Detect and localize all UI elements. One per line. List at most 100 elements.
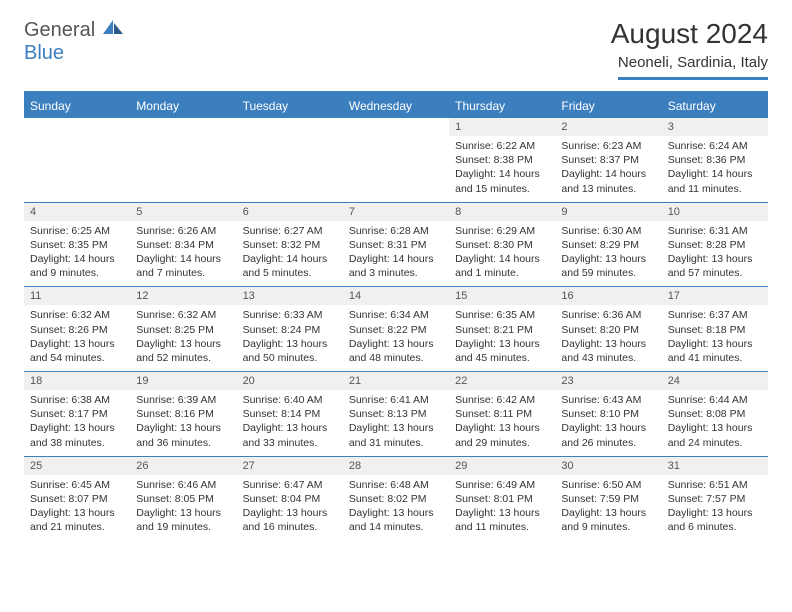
sunrise-text: Sunrise: 6:42 AM	[455, 393, 549, 407]
sunset-text: Sunset: 8:30 PM	[455, 238, 549, 252]
day-number: 31	[662, 456, 768, 475]
daylight-text: Daylight: 13 hours and 26 minutes.	[561, 421, 655, 449]
calendar-day-cell: 2Sunrise: 6:23 AMSunset: 8:37 PMDaylight…	[555, 118, 661, 202]
day-number: 3	[662, 118, 768, 136]
calendar-day-cell: 1Sunrise: 6:22 AMSunset: 8:38 PMDaylight…	[449, 118, 555, 202]
calendar-day-cell: 10Sunrise: 6:31 AMSunset: 8:28 PMDayligh…	[662, 202, 768, 287]
daylight-text: Daylight: 13 hours and 14 minutes.	[349, 506, 443, 534]
day-body: Sunrise: 6:50 AMSunset: 7:59 PMDaylight:…	[555, 475, 661, 541]
day-number: 19	[130, 371, 236, 390]
day-body: Sunrise: 6:37 AMSunset: 8:18 PMDaylight:…	[662, 305, 768, 371]
sunset-text: Sunset: 7:59 PM	[561, 492, 655, 506]
day-body: Sunrise: 6:49 AMSunset: 8:01 PMDaylight:…	[449, 475, 555, 541]
day-number: 15	[449, 286, 555, 305]
sunrise-text: Sunrise: 6:45 AM	[30, 478, 124, 492]
daylight-text: Daylight: 13 hours and 36 minutes.	[136, 421, 230, 449]
daylight-text: Daylight: 14 hours and 11 minutes.	[668, 167, 762, 195]
calendar-day-cell: 13 Sunrise: 6:33 AMSunset: 8:24 PMDayligh…	[237, 286, 343, 371]
day-body: Sunrise: 6:40 AMSunset: 8:14 PMDaylight:…	[237, 390, 343, 456]
logo-text-general: General	[24, 19, 95, 41]
weekday-header-row: Sunday Monday Tuesday Wednesday Thursday…	[24, 94, 768, 118]
sunrise-text: Sunrise: 6:41 AM	[349, 393, 443, 407]
day-body: Sunrise: 6:39 AMSunset: 8:16 PMDaylight:…	[130, 390, 236, 456]
day-number: 6	[237, 202, 343, 221]
calendar-day-cell: 27Sunrise: 6:47 AMSunset: 8:04 PMDayligh…	[237, 456, 343, 541]
sunset-text: Sunset: 8:24 PM	[243, 323, 337, 337]
sunrise-text: Sunrise: 6:22 AM	[455, 139, 549, 153]
daylight-text: Daylight: 14 hours and 13 minutes.	[561, 167, 655, 195]
calendar-page: General Blue August 2024 Neoneli, Sardin…	[0, 0, 792, 552]
sunset-text: Sunset: 8:01 PM	[455, 492, 549, 506]
sunset-text: Sunset: 8:16 PM	[136, 407, 230, 421]
weekday-header: Tuesday	[237, 94, 343, 118]
day-number: 24	[662, 371, 768, 390]
weekday-header: Sunday	[24, 94, 130, 118]
day-body: Sunrise: 6:47 AMSunset: 8:04 PMDaylight:…	[237, 475, 343, 541]
sunset-text: Sunset: 8:22 PM	[349, 323, 443, 337]
daylight-text: Daylight: 13 hours and 59 minutes.	[561, 252, 655, 280]
calendar-day-cell: 25Sunrise: 6:45 AMSunset: 8:07 PMDayligh…	[24, 456, 130, 541]
day-body: Sunrise: 6:46 AMSunset: 8:05 PMDaylight:…	[130, 475, 236, 541]
calendar-week-row: 25Sunrise: 6:45 AMSunset: 8:07 PMDayligh…	[24, 456, 768, 541]
daylight-text: Daylight: 13 hours and 50 minutes.	[243, 337, 337, 365]
sunrise-text: Sunrise: 6:26 AM	[136, 224, 230, 238]
day-number: 12	[130, 286, 236, 305]
daylight-text: Daylight: 14 hours and 1 minute.	[455, 252, 549, 280]
sail-icon	[101, 18, 125, 36]
sunrise-text: Sunrise: 6:32 AM	[136, 308, 230, 322]
day-number: 10	[662, 202, 768, 221]
sunrise-text: Sunrise: 6:46 AM	[136, 478, 230, 492]
calendar-day-cell: 19Sunrise: 6:39 AMSunset: 8:16 PMDayligh…	[130, 371, 236, 456]
sunrise-text: Sunrise: 6:32 AM	[30, 308, 124, 322]
calendar-day-cell: 8Sunrise: 6:29 AMSunset: 8:30 PMDaylight…	[449, 202, 555, 287]
day-body: Sunrise: 6:24 AMSunset: 8:36 PMDaylight:…	[662, 136, 768, 202]
calendar-day-cell	[237, 118, 343, 202]
sunrise-text: Sunrise: 6:48 AM	[349, 478, 443, 492]
day-body	[24, 124, 130, 182]
calendar-week-row: 11Sunrise: 6:32 AMSunset: 8:26 PMDayligh…	[24, 286, 768, 371]
calendar-week-row: 1Sunrise: 6:22 AMSunset: 8:38 PMDaylight…	[24, 118, 768, 202]
calendar-day-cell: 9Sunrise: 6:30 AMSunset: 8:29 PMDaylight…	[555, 202, 661, 287]
brand-logo: General Blue	[24, 18, 125, 65]
day-body: Sunrise: 6:35 AMSunset: 8:21 PMDaylight:…	[449, 305, 555, 371]
daylight-text: Daylight: 13 hours and 19 minutes.	[136, 506, 230, 534]
sunset-text: Sunset: 8:38 PM	[455, 153, 549, 167]
daylight-text: Daylight: 13 hours and 6 minutes.	[668, 506, 762, 534]
sunset-text: Sunset: 8:11 PM	[455, 407, 549, 421]
weekday-header: Wednesday	[343, 94, 449, 118]
calendar-day-cell: 12Sunrise: 6:32 AMSunset: 8:25 PMDayligh…	[130, 286, 236, 371]
day-body: Sunrise: 6:44 AMSunset: 8:08 PMDaylight:…	[662, 390, 768, 456]
day-body	[237, 124, 343, 182]
calendar-week-row: 18Sunrise: 6:38 AMSunset: 8:17 PMDayligh…	[24, 371, 768, 456]
day-body: Sunrise: 6:31 AMSunset: 8:28 PMDaylight:…	[662, 221, 768, 287]
day-number: 13	[237, 286, 343, 305]
day-body: Sunrise: 6:25 AMSunset: 8:35 PMDaylight:…	[24, 221, 130, 287]
day-body: Sunrise: 6:32 AMSunset: 8:25 PMDaylight:…	[130, 305, 236, 371]
sunrise-text: Sunrise: 6:50 AM	[561, 478, 655, 492]
day-number: 30	[555, 456, 661, 475]
day-number: 16	[555, 286, 661, 305]
sunrise-text: Sunrise: 6:33 AM	[243, 308, 337, 322]
day-body	[130, 124, 236, 182]
calendar-day-cell: 21Sunrise: 6:41 AMSunset: 8:13 PMDayligh…	[343, 371, 449, 456]
calendar-day-cell: 28Sunrise: 6:48 AMSunset: 8:02 PMDayligh…	[343, 456, 449, 541]
calendar-grid: Sunday Monday Tuesday Wednesday Thursday…	[24, 94, 768, 540]
calendar-day-cell: 4Sunrise: 6:25 AMSunset: 8:35 PMDaylight…	[24, 202, 130, 287]
sunset-text: Sunset: 8:37 PM	[561, 153, 655, 167]
calendar-day-cell: 14Sunrise: 6:34 AMSunset: 8:22 PMDayligh…	[343, 286, 449, 371]
calendar-day-cell: 18Sunrise: 6:38 AMSunset: 8:17 PMDayligh…	[24, 371, 130, 456]
day-number: 25	[24, 456, 130, 475]
sunrise-text: Sunrise: 6:38 AM	[30, 393, 124, 407]
day-body: Sunrise: 6:26 AMSunset: 8:34 PMDaylight:…	[130, 221, 236, 287]
sunset-text: Sunset: 8:29 PM	[561, 238, 655, 252]
calendar-day-cell: 24Sunrise: 6:44 AMSunset: 8:08 PMDayligh…	[662, 371, 768, 456]
sunset-text: Sunset: 8:36 PM	[668, 153, 762, 167]
sunset-text: Sunset: 8:04 PM	[243, 492, 337, 506]
calendar-day-cell: 5Sunrise: 6:26 AMSunset: 8:34 PMDaylight…	[130, 202, 236, 287]
day-number: 14	[343, 286, 449, 305]
daylight-text: Daylight: 13 hours and 57 minutes.	[668, 252, 762, 280]
sunset-text: Sunset: 8:02 PM	[349, 492, 443, 506]
sunset-text: Sunset: 8:05 PM	[136, 492, 230, 506]
day-body: Sunrise: 6:23 AMSunset: 8:37 PMDaylight:…	[555, 136, 661, 202]
day-body: Sunrise: 6:51 AMSunset: 7:57 PMDaylight:…	[662, 475, 768, 541]
